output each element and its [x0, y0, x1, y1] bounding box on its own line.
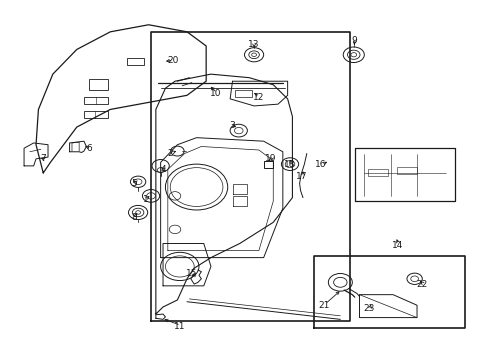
Text: 10: 10 [209, 89, 221, 98]
Text: 12: 12 [253, 93, 264, 102]
Text: 9: 9 [351, 36, 357, 45]
Text: 3: 3 [229, 121, 235, 130]
Text: 18: 18 [284, 159, 295, 168]
Text: 19: 19 [264, 154, 276, 163]
Text: 5: 5 [131, 179, 137, 188]
Text: 22: 22 [415, 280, 427, 289]
Text: 13: 13 [248, 40, 259, 49]
Text: 14: 14 [391, 241, 403, 250]
Text: 21: 21 [317, 301, 328, 310]
Text: 7: 7 [41, 154, 46, 163]
Text: 6: 6 [86, 144, 91, 153]
Text: 2: 2 [167, 149, 173, 158]
Text: 16: 16 [315, 159, 326, 168]
Text: 8: 8 [131, 212, 137, 221]
Text: 1: 1 [143, 195, 149, 204]
Text: 4: 4 [160, 165, 165, 174]
Text: 23: 23 [363, 304, 374, 313]
Text: 17: 17 [296, 172, 307, 181]
Text: 20: 20 [166, 55, 178, 64]
Text: 15: 15 [185, 269, 197, 278]
Text: 11: 11 [174, 322, 185, 331]
